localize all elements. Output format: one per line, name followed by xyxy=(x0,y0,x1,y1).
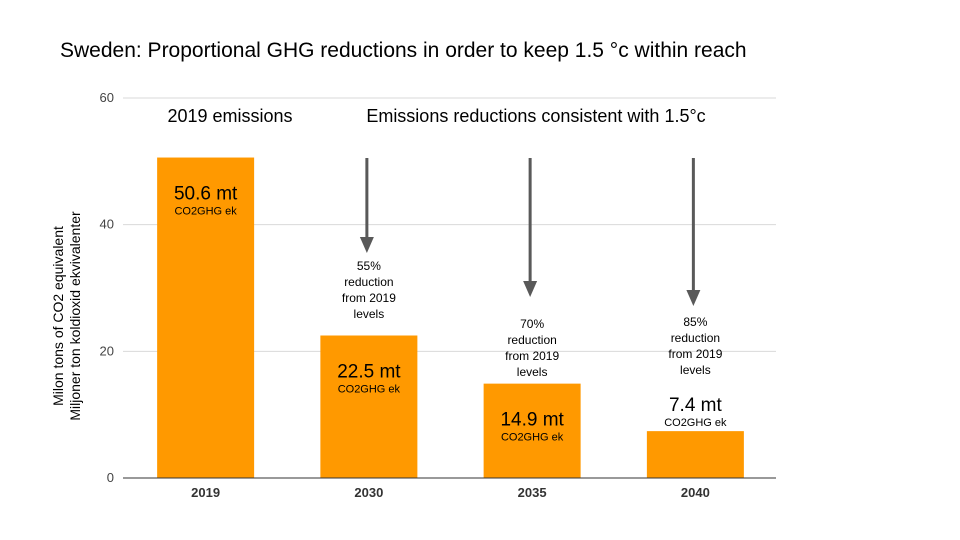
x-axis-ticks: 2019 2030 2035 2040 xyxy=(191,485,710,500)
header-reductions: Emissions reductions consistent with 1.5… xyxy=(366,106,705,126)
arrow-head xyxy=(359,237,374,253)
value-unit-label: CO2GHG ek xyxy=(174,206,237,218)
y-axis-label-line-2: Miljoner ton koldioxid ekvivalenter xyxy=(67,211,83,421)
value-label: 14.9 mt xyxy=(500,410,564,431)
y-axis-ticks: 0 20 40 60 xyxy=(100,90,114,485)
reduction-note-line: reduction xyxy=(344,275,393,289)
x-tick-label: 2035 xyxy=(518,485,547,500)
value-unit-label: CO2GHG ek xyxy=(338,384,401,396)
arrow-head xyxy=(523,281,538,297)
value-label: 7.4 mt xyxy=(669,395,723,416)
y-tick-label: 0 xyxy=(107,470,114,485)
reduction-note-line: 55% xyxy=(357,259,381,273)
arrow-head xyxy=(686,290,701,306)
reduction-note-line: from 2019 xyxy=(668,347,722,361)
value-label: 22.5 mt xyxy=(337,362,401,383)
x-tick-label: 2040 xyxy=(681,485,710,500)
arrows xyxy=(359,158,701,306)
bar-2019 xyxy=(157,157,255,479)
y-axis-label-line-1: Milon tons of CO2 equivalent xyxy=(50,226,66,406)
bar-2040 xyxy=(646,431,744,478)
bar-2030 xyxy=(320,335,418,478)
reduction-note-line: reduction xyxy=(671,331,720,345)
x-tick-label: 2019 xyxy=(191,485,220,500)
reduction-note-line: levels xyxy=(680,363,711,377)
y-tick-label: 40 xyxy=(100,217,114,232)
value-unit-label: CO2GHG ek xyxy=(664,417,727,429)
reduction-notes: 55% reduction from 2019 levels 70% reduction f… xyxy=(342,259,723,379)
reduction-note-line: levels xyxy=(517,365,548,379)
y-tick-label: 60 xyxy=(100,90,114,105)
value-label: 50.6 mt xyxy=(174,184,238,205)
bar-2035 xyxy=(483,383,581,478)
y-tick-label: 20 xyxy=(100,343,114,358)
reduction-note-line: from 2019 xyxy=(342,291,396,305)
reduction-note-line: from 2019 xyxy=(505,349,559,363)
value-unit-label: CO2GHG ek xyxy=(501,432,564,444)
reduction-note-line: 70% xyxy=(520,317,544,331)
reduction-note-line: levels xyxy=(354,307,385,321)
header-2019-emissions: 2019 emissions xyxy=(167,106,292,126)
bars xyxy=(157,157,744,479)
chart-title: Sweden: Proportional GHG reductions in o… xyxy=(60,39,747,62)
x-tick-label: 2030 xyxy=(354,485,383,500)
reduction-note-line: reduction xyxy=(507,333,556,347)
reduction-note-line: 85% xyxy=(683,315,707,329)
